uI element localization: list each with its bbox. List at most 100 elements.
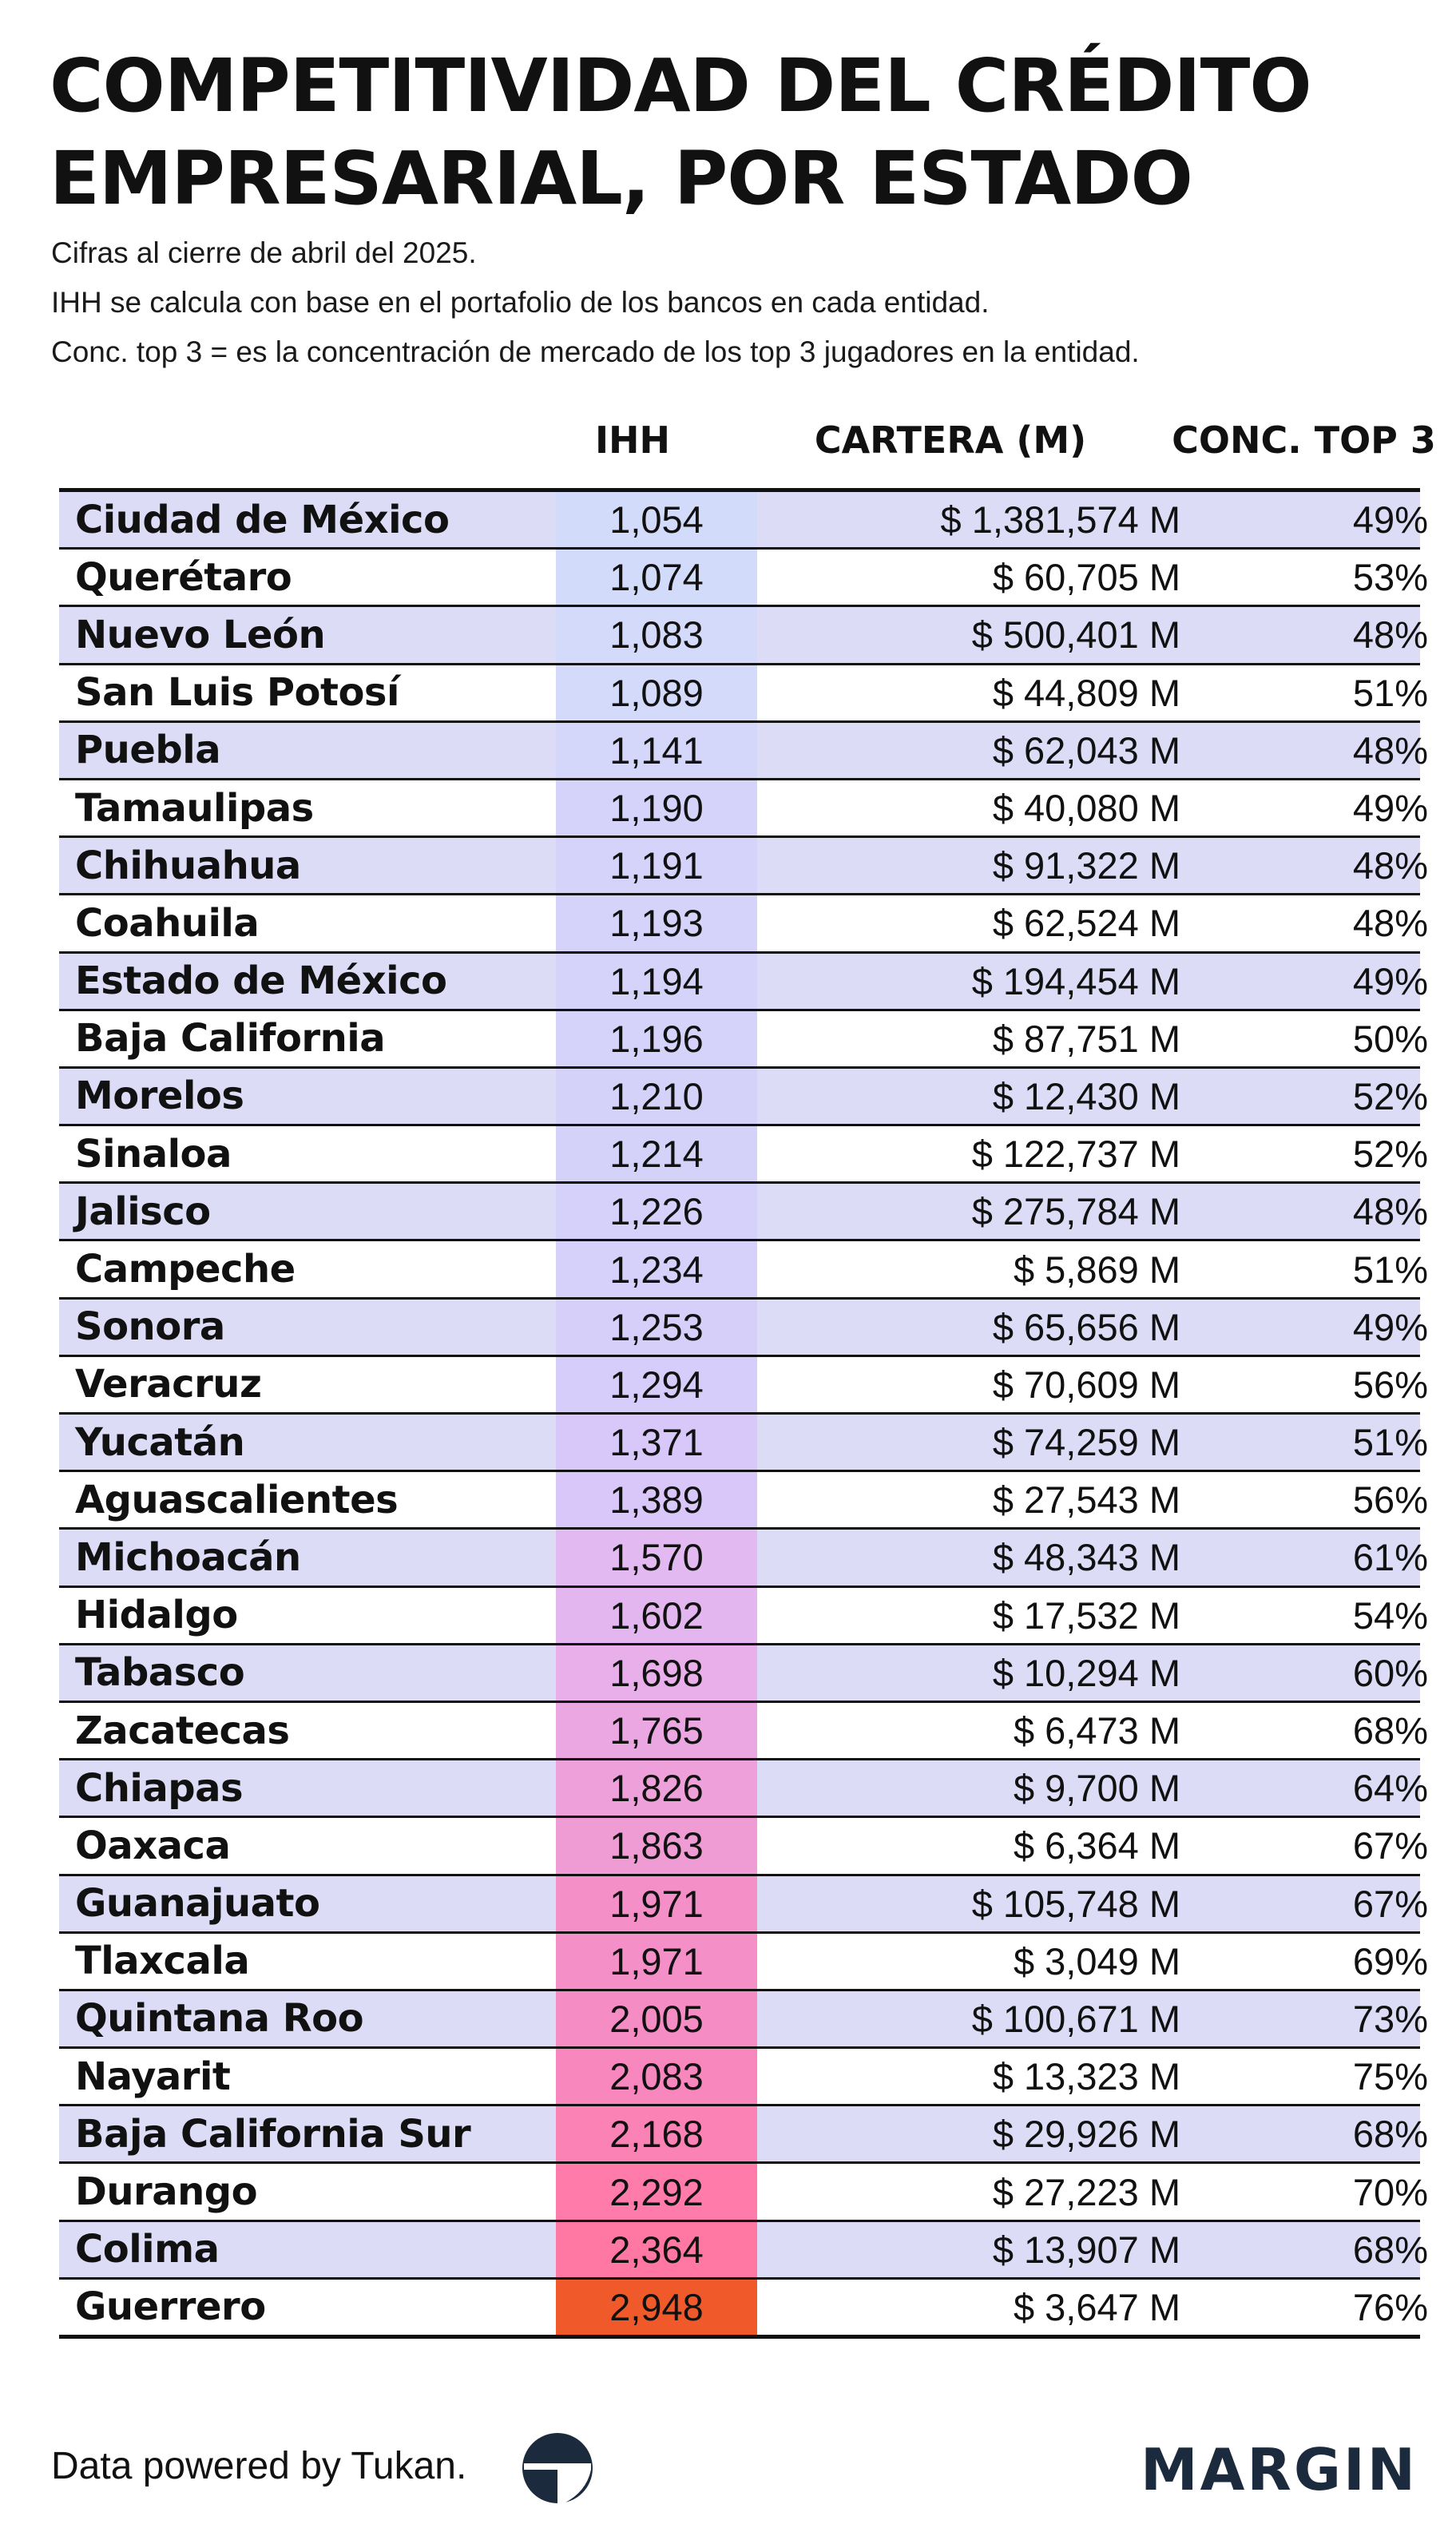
column-header-conc-top3: CONC. TOP 3 [1172, 419, 1436, 462]
table-row: Chihuahua 1,191 $ 91,322 M 48% [59, 838, 1428, 896]
ihh-value: 1,253 [609, 1305, 704, 1348]
cartera-value: $ 10,294 M [992, 1651, 1180, 1694]
ihh-value: 1,054 [609, 498, 704, 542]
ihh-heat-cell [556, 492, 757, 548]
state-name: Yucatán [75, 1419, 245, 1465]
state-name: Sinaloa [75, 1131, 232, 1177]
ihh-value: 1,371 [609, 1421, 704, 1464]
table-row: Guerrero 2,948 $ 3,647 M 76% [59, 2279, 1428, 2339]
table-row: Zacatecas 1,765 $ 6,473 M 68% [59, 1702, 1428, 1761]
cartera-value: $ 100,671 M [971, 1997, 1180, 2040]
cartera-value: $ 62,043 M [992, 728, 1180, 772]
state-name: Tlaxcala [75, 1939, 250, 1984]
ihh-heat-cell [556, 838, 757, 894]
state-name: Estado de México [75, 958, 447, 1004]
conc-top3-value: 48% [1352, 728, 1428, 772]
subtitle-conc-note: Conc. top 3 = es la concentración de mer… [51, 335, 1140, 368]
ihh-heat-cell [556, 1356, 757, 1412]
cartera-value: $ 6,364 M [1013, 1824, 1180, 1867]
conc-top3-value: 68% [1352, 1709, 1428, 1752]
state-name: Zacatecas [75, 1708, 290, 1753]
cartera-value: $ 91,322 M [992, 844, 1180, 887]
state-name: Tabasco [75, 1650, 245, 1696]
ihh-value: 2,168 [609, 2113, 704, 2156]
ihh-heat-cell [556, 1415, 757, 1470]
table-row: Tamaulipas 1,190 $ 40,080 M 49% [59, 780, 1428, 839]
table-row: Nuevo León 1,083 $ 500,401 M 48% [59, 607, 1428, 665]
ihh-heat-cell [556, 2164, 757, 2220]
table-row: Puebla 1,141 $ 62,043 M 48% [59, 722, 1428, 780]
table-row: Veracruz 1,294 $ 70,609 M 56% [59, 1356, 1428, 1415]
conc-top3-value: 68% [1352, 2228, 1428, 2271]
table-row: Jalisco 1,226 $ 275,784 M 48% [59, 1184, 1428, 1242]
cartera-value: $ 40,080 M [992, 787, 1180, 830]
ihh-heat-cell [556, 1184, 757, 1240]
conc-top3-value: 73% [1352, 1997, 1428, 2040]
conc-top3-value: 52% [1352, 1133, 1428, 1176]
ihh-heat-cell [556, 1587, 757, 1643]
ihh-value: 1,141 [609, 728, 704, 772]
subtitle-ihh-note: IHH se calcula con base en el portafolio… [51, 286, 990, 319]
ihh-heat-cell [556, 1299, 757, 1355]
column-header-ihh: IHH [594, 419, 671, 462]
page-title: COMPETITIVIDAD DEL CRÉDITO EMPRESARIAL, … [50, 43, 1312, 221]
state-name: Oaxaca [75, 1823, 231, 1868]
ihh-heat-cell [556, 895, 757, 951]
ihh-value: 2,083 [609, 2055, 704, 2098]
column-header-cartera: CARTERA (M) [814, 419, 1087, 462]
conc-top3-value: 53% [1352, 556, 1428, 599]
state-name: Guanajuato [75, 1881, 320, 1927]
cartera-value: $ 17,532 M [992, 1593, 1180, 1637]
conc-top3-value: 49% [1352, 959, 1428, 1002]
cartera-value: $ 27,223 M [992, 2170, 1180, 2213]
ihh-heat-cell [556, 1933, 757, 1989]
table-top-rule [59, 488, 1420, 492]
table-row: Tabasco 1,698 $ 10,294 M 60% [59, 1645, 1428, 1703]
state-name: Aguascalientes [75, 1477, 399, 1522]
ihh-heat-cell [556, 1472, 757, 1528]
cartera-value: $ 3,049 M [1013, 1939, 1180, 1982]
ihh-heat-cell [556, 2279, 757, 2335]
cartera-value: $ 70,609 M [992, 1363, 1180, 1406]
ihh-value: 1,602 [609, 1593, 704, 1637]
state-name: Nayarit [75, 2054, 231, 2099]
conc-top3-value: 76% [1352, 2285, 1428, 2328]
cartera-value: $ 74,259 M [992, 1421, 1180, 1464]
ihh-heat-cell [556, 1068, 757, 1125]
table-row: Coahuila 1,193 $ 62,524 M 48% [59, 895, 1428, 954]
conc-top3-value: 49% [1352, 498, 1428, 542]
tukan-logo-cut [524, 2463, 591, 2503]
ihh-heat-cell [556, 953, 757, 1009]
cartera-value: $ 6,473 M [1013, 1709, 1180, 1752]
conc-top3-value: 67% [1352, 1824, 1428, 1867]
table-row: Durango 2,292 $ 27,223 M 70% [59, 2164, 1428, 2222]
conc-top3-value: 68% [1352, 2113, 1428, 2156]
table-row: Yucatán 1,371 $ 74,259 M 51% [59, 1415, 1428, 1473]
table-body: Ciudad de México 1,054 $ 1,381,574 M 49% Que… [59, 492, 1428, 2339]
conc-top3-value: 60% [1352, 1651, 1428, 1694]
table-row: Michoacán 1,570 $ 48,343 M 61% [59, 1530, 1428, 1588]
table-row: Colima 2,364 $ 13,907 M 68% [59, 2221, 1428, 2280]
ihh-heat-cell [556, 1702, 757, 1759]
conc-top3-value: 48% [1352, 902, 1428, 945]
ihh-heat-cell [556, 1760, 757, 1816]
state-name: Colima [75, 2227, 220, 2272]
conc-top3-value: 75% [1352, 2055, 1428, 2098]
ihh-value: 1,089 [609, 671, 704, 714]
table-row: Oaxaca 1,863 $ 6,364 M 67% [59, 1818, 1428, 1876]
ihh-heat-cell [556, 1241, 757, 1297]
ihh-value: 1,826 [609, 1767, 704, 1810]
conc-top3-value: 51% [1352, 1421, 1428, 1464]
table-row: Tlaxcala 1,971 $ 3,049 M 69% [59, 1933, 1428, 1991]
state-name: Jalisco [75, 1189, 211, 1234]
table-row: Aguascalientes 1,389 $ 27,543 M 56% [59, 1472, 1428, 1530]
state-name: Morelos [75, 1074, 244, 1119]
data-credit: Data powered by Tukan. [51, 2445, 467, 2487]
ihh-value: 1,234 [609, 1248, 704, 1291]
tukan-logo-icon [522, 2433, 593, 2503]
ihh-value: 1,191 [609, 844, 704, 887]
cartera-value: $ 3,647 M [1013, 2285, 1180, 2328]
cartera-value: $ 122,737 M [971, 1133, 1180, 1176]
table-row: Ciudad de México 1,054 $ 1,381,574 M 49% [59, 492, 1428, 550]
ihh-value: 1,389 [609, 1478, 704, 1522]
